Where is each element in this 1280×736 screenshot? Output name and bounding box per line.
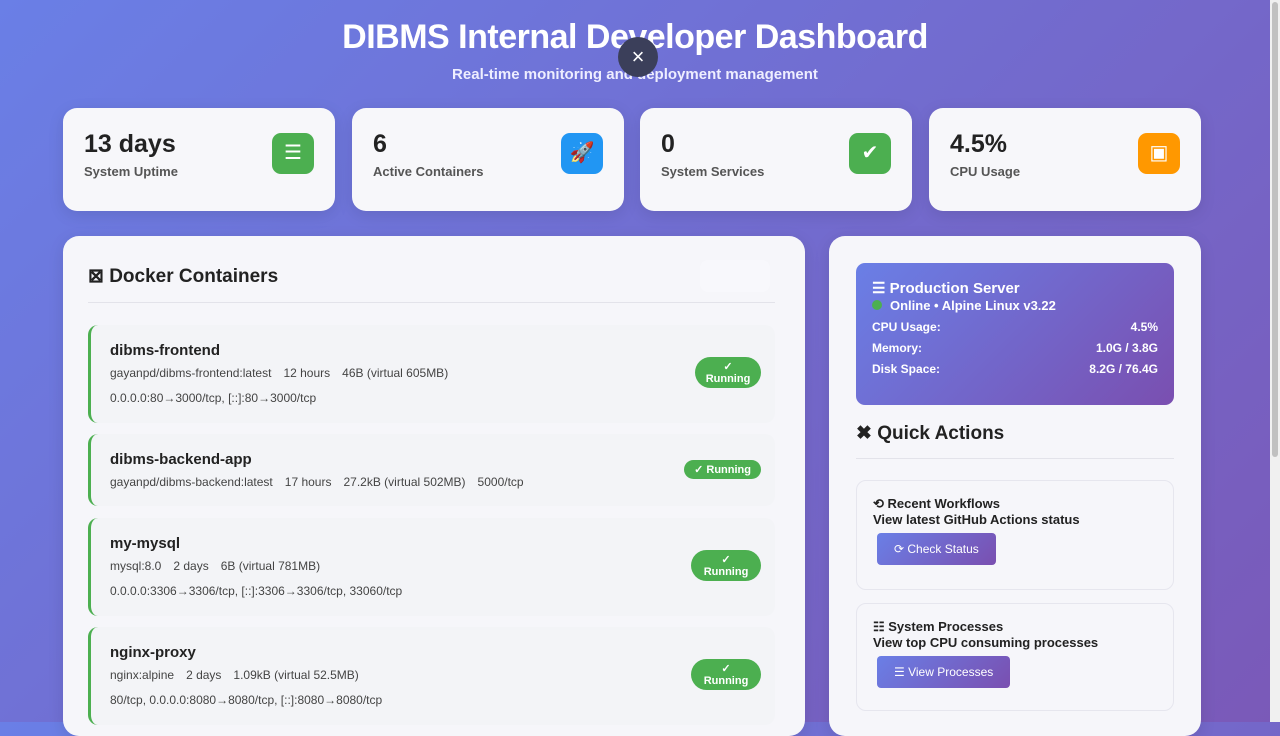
container-name: my-mysql [110, 535, 181, 552]
container-row: dibms-backend-app gayanpd/dibms-backend:… [88, 434, 775, 506]
action-desc: View latest GitHub Actions status [873, 512, 1080, 527]
stat-value: 13 days [84, 130, 176, 158]
disk-value: 8.2G / 76.4G [1089, 362, 1158, 376]
stat-value: 6 [373, 130, 387, 158]
check-status-button[interactable]: ⟳ Check Status [877, 533, 996, 565]
uptime: 17 hours [284, 475, 332, 489]
uptime: 12 hours [283, 366, 331, 380]
stat-card-uptime: 13 days System Uptime ☰ [63, 108, 335, 211]
server-status: Online • Alpine Linux v3.22 [890, 298, 1056, 313]
status-badge: ✓ Running [691, 659, 761, 690]
close-icon[interactable]: × [618, 37, 658, 77]
view-processes-button[interactable]: ☰ View Processes [877, 656, 1011, 688]
stat-label: System Services [661, 164, 765, 179]
container-name: nginx-proxy [110, 644, 196, 661]
docker-containers-panel: ⊠ Docker Containers dibms-frontend gayan… [63, 236, 805, 736]
memory-label: Memory: [872, 341, 923, 355]
ports: 5000/tcp [477, 475, 524, 489]
stat-label: CPU Usage [950, 164, 1021, 179]
online-indicator [872, 300, 882, 310]
size: 1.09kB (virtual 52.5MB) [233, 668, 359, 682]
cpu-value: 4.5% [1130, 320, 1158, 334]
disk-label: Disk Space: [872, 362, 941, 376]
status-badge: ✓ Running [684, 460, 761, 479]
stat-card-containers: 6 Active Containers 🚀 [352, 108, 624, 211]
stat-value: 0 [661, 130, 675, 158]
container-row: my-mysql mysql:8.0 2 days 6B (virtual 781M… [88, 518, 775, 616]
docker-title: ⊠ Docker Containers [88, 266, 279, 287]
image: nginx:alpine [110, 668, 175, 682]
container-row: nginx-proxy nginx:alpine 2 days 1.09kB (vi… [88, 627, 775, 725]
container-row: dibms-frontend gayanpd/dibms-frontend:la… [88, 325, 775, 423]
server-icon: ☰ [272, 133, 314, 174]
cpu-label: CPU Usage: [872, 320, 941, 334]
divider [856, 458, 1174, 459]
microchip-icon: ▣ [1138, 133, 1180, 174]
stat-card-cpu: 4.5% CPU Usage ▣ [929, 108, 1201, 211]
action-system-processes: ☷ System Processes View top CPU consumin… [856, 603, 1174, 711]
image: mysql:8.0 [110, 559, 162, 573]
ports: 0.0.0.0:80→3000/tcp, [::]:80→3000/tcp [110, 391, 317, 405]
action-title: ☷ System Processes [873, 619, 1004, 634]
stat-label: Active Containers [373, 164, 484, 179]
uptime: 2 days [173, 559, 209, 573]
size: 6B (virtual 781MB) [220, 559, 321, 573]
scrollbar[interactable] [1270, 0, 1280, 722]
container-meta: gayanpd/dibms-frontend:latest 12 hours 46B… [110, 366, 460, 380]
action-recent-workflows: ⟲ Recent Workflows View latest GitHub Ac… [856, 480, 1174, 590]
status-badge: ✓ Running [691, 550, 761, 581]
divider [88, 302, 775, 303]
refresh-button[interactable] [700, 260, 770, 292]
container-meta: nginx:alpine 2 days 1.09kB (virtual 52.5MB… [110, 668, 371, 682]
scrollbar-thumb[interactable] [1272, 2, 1278, 457]
size: 27.2kB (virtual 502MB) [343, 475, 466, 489]
production-server-card: ☰ Production Server Online • Alpine Linu… [856, 263, 1174, 405]
quick-actions-title: ✖ Quick Actions [856, 423, 1005, 444]
memory-value: 1.0G / 3.8G [1095, 341, 1158, 355]
ports: 0.0.0.0:3306→3306/tcp, [::]:3306→3306/tc… [110, 584, 403, 598]
size: 46B (virtual 605MB) [342, 366, 449, 380]
rocket-icon: 🚀 [561, 133, 603, 174]
image: gayanpd/dibms-frontend:latest [110, 366, 272, 380]
uptime: 2 days [186, 668, 222, 682]
container-name: dibms-backend-app [110, 451, 252, 468]
container-meta: mysql:8.0 2 days 6B (virtual 781MB) [110, 559, 332, 573]
container-name: dibms-frontend [110, 342, 220, 359]
stat-value: 4.5% [950, 130, 1007, 158]
server-title: ☰ Production Server [872, 280, 1020, 297]
server-panel: ☰ Production Server Online • Alpine Linu… [829, 236, 1201, 736]
ports: 80/tcp, 0.0.0.0:8080→8080/tcp, [::]:8080… [110, 693, 383, 707]
stat-card-services: 0 System Services ✔ [640, 108, 912, 211]
stat-label: System Uptime [84, 164, 178, 179]
status-badge: ✓ Running [695, 357, 761, 388]
check-circle-icon: ✔ [849, 133, 891, 174]
action-desc: View top CPU consuming processes [873, 635, 1099, 650]
image: gayanpd/dibms-backend:latest [110, 475, 273, 489]
container-meta: gayanpd/dibms-backend:latest 17 hours 27.2… [110, 475, 536, 489]
action-title: ⟲ Recent Workflows [873, 496, 1000, 511]
